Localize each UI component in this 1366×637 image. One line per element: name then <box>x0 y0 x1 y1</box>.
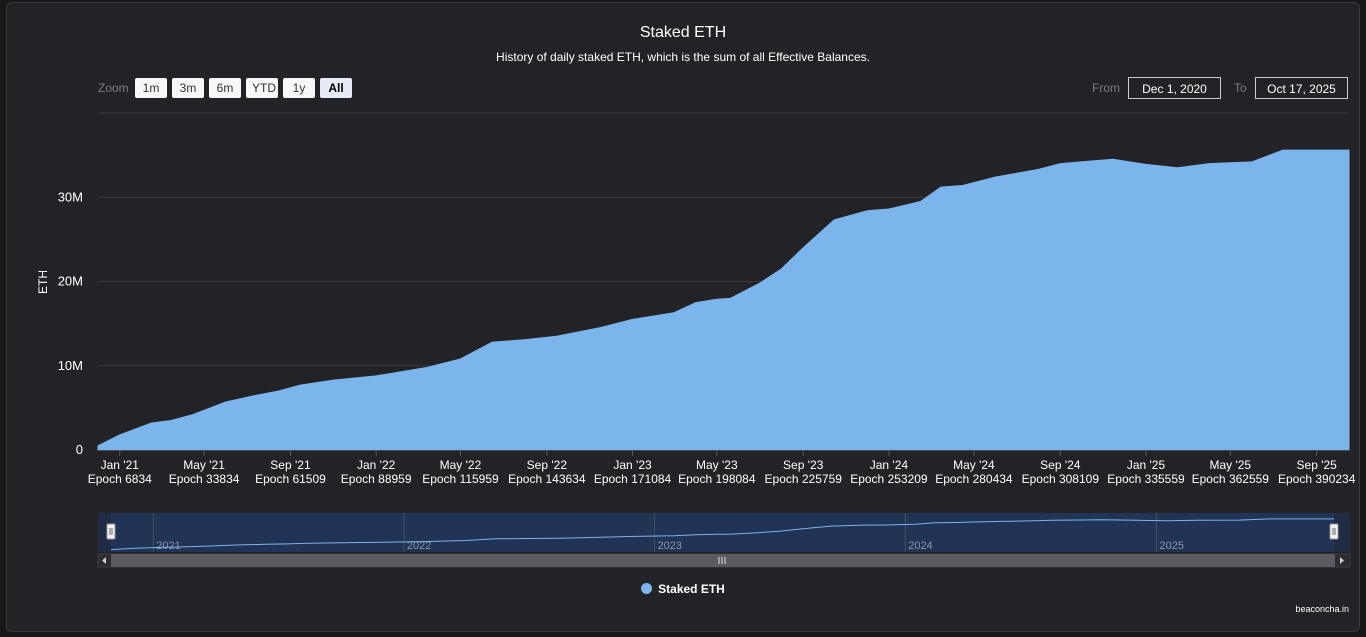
y-axis-title: ETH <box>36 270 50 294</box>
zoom-label: Zoom <box>98 81 129 95</box>
scroll-left-arrow-icon <box>102 557 106 564</box>
legend-marker-icon <box>641 583 653 594</box>
x-tick-label: May '23 <box>696 458 738 472</box>
x-tick-label: Jan '23 <box>613 458 652 472</box>
from-date-input[interactable]: Dec 1, 2020 <box>1128 77 1221 99</box>
y-tick-label: 0 <box>76 442 83 457</box>
to-date-input[interactable]: Oct 17, 2025 <box>1255 77 1348 99</box>
x-tick-epoch: Epoch 61509 <box>255 472 326 486</box>
zoom-ytd-button[interactable]: YTD <box>246 78 278 98</box>
zoom-all-button[interactable]: All <box>320 78 352 98</box>
to-label: To <box>1234 81 1247 95</box>
scrollbar-thumb <box>111 554 1335 567</box>
x-tick-epoch: Epoch 6834 <box>88 472 152 486</box>
y-tick-label: 30M <box>58 189 83 204</box>
y-tick-label: 10M <box>58 358 83 373</box>
x-tick-label: Sep '24 <box>1040 458 1081 472</box>
navigator-year-label: 2025 <box>1160 540 1184 552</box>
x-tick-epoch: Epoch 335559 <box>1107 472 1185 486</box>
from-label: From <box>1092 81 1120 95</box>
x-tick-label: Jan '25 <box>1127 458 1166 472</box>
x-tick-label: May '22 <box>440 458 482 472</box>
x-tick-epoch: Epoch 253209 <box>850 472 928 486</box>
x-tick-epoch: Epoch 198084 <box>678 472 756 486</box>
credits-link[interactable]: beaconcha.in <box>1295 604 1349 614</box>
x-tick-label: May '25 <box>1209 458 1251 472</box>
zoom-3m-button[interactable]: 3m <box>172 78 204 98</box>
x-tick-label: Sep '21 <box>270 458 311 472</box>
navigator: 2021 2022 2023 2024 2025 <box>97 513 1351 568</box>
x-tick-epoch: Epoch 88959 <box>341 472 412 486</box>
x-tick-epoch: Epoch 115959 <box>422 472 499 486</box>
chart-subtitle: History of daily staked ETH, which is th… <box>496 50 870 64</box>
chart-title: Staked ETH <box>639 24 727 41</box>
x-tick-label: Jan '24 <box>870 458 909 472</box>
x-tick-epoch: Epoch 33834 <box>169 472 240 486</box>
navigator-year-label: 2022 <box>407 540 431 552</box>
zoom-1y-button[interactable]: 1y <box>283 78 315 98</box>
x-tick-label: Sep '22 <box>527 458 568 472</box>
navigator-mask <box>111 513 1334 552</box>
scroll-right-arrow-icon <box>1340 557 1344 564</box>
x-tick-epoch: Epoch 225759 <box>765 472 843 486</box>
legend-label: Staked ETH <box>658 582 725 596</box>
x-tick-epoch: Epoch 362559 <box>1192 472 1270 486</box>
x-tick-label: May '21 <box>183 458 225 472</box>
navigator-year-label: 2023 <box>658 540 682 552</box>
x-tick-epoch: Epoch 308109 <box>1022 472 1100 486</box>
x-tick-epoch: Epoch 171084 <box>594 472 672 486</box>
x-tick-epoch: Epoch 390234 <box>1278 472 1356 486</box>
series-area <box>97 149 1350 451</box>
navigator-handle <box>106 523 116 540</box>
navigator-year-label: 2024 <box>908 540 932 552</box>
navigator-year-label: 2021 <box>156 540 180 552</box>
staked-eth-area <box>97 149 1350 451</box>
x-tick-label: May '24 <box>953 458 995 472</box>
x-tick-epoch: Epoch 280434 <box>935 472 1013 486</box>
y-axis-ticks: 0 10M 20M 30M <box>58 189 83 457</box>
zoom-6m-button[interactable]: 6m <box>209 78 241 98</box>
x-tick-label: Jan '21 <box>101 458 140 472</box>
x-tick-label: Sep '23 <box>783 458 824 472</box>
x-tick-label: Sep '25 <box>1297 458 1338 472</box>
y-tick-label: 20M <box>58 274 83 289</box>
x-tick-label: Jan '22 <box>357 458 396 472</box>
legend-item[interactable]: Staked ETH <box>0 582 1366 596</box>
navigator-handle <box>1329 523 1339 540</box>
x-tick-epoch: Epoch 143634 <box>508 472 586 486</box>
zoom-1m-button[interactable]: 1m <box>135 78 167 98</box>
navigator-series-line <box>110 518 1334 551</box>
